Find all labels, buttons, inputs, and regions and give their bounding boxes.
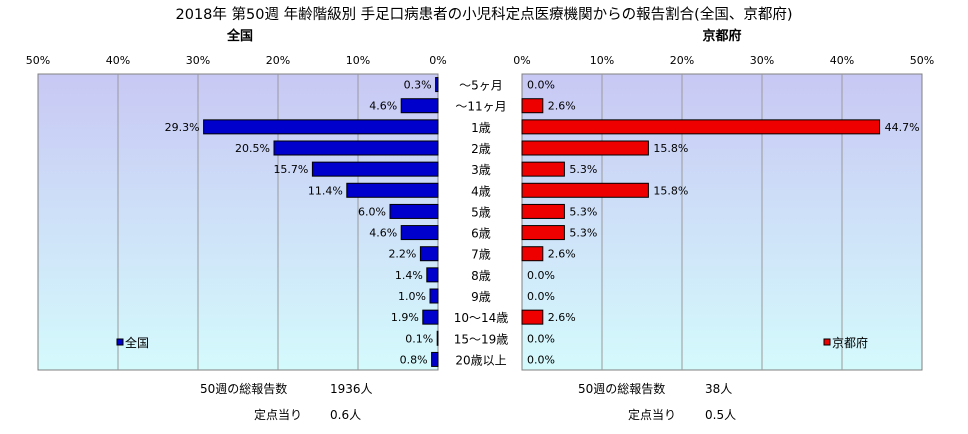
national-data-label: 4.6%	[369, 227, 397, 240]
kyoto-plot-area	[521, 73, 923, 371]
national-data-label: 1.4%	[395, 269, 423, 282]
national-data-label: 0.3%	[404, 79, 432, 92]
national-bar	[389, 203, 439, 219]
kyoto-legend-label: 京都府	[832, 335, 868, 350]
national-tick-label: 0%	[429, 54, 446, 67]
national-panel-title: 全国	[226, 28, 253, 44]
kyoto-bar	[521, 161, 565, 177]
kyoto-data-label: 5.3%	[569, 163, 597, 176]
national-bar	[436, 330, 439, 346]
kyoto-bar	[521, 203, 565, 219]
kyoto-total-label: 50週の総報告数	[578, 381, 665, 396]
category-label: 9歳	[471, 290, 491, 304]
kyoto-data-label: 2.6%	[548, 248, 576, 261]
category-label: 8歳	[471, 269, 491, 283]
national-plot-area	[37, 73, 439, 371]
kyoto-bar	[521, 225, 565, 241]
kyoto-bar	[521, 246, 544, 262]
kyoto-per-value: 0.5人	[705, 408, 736, 422]
national-bar	[422, 309, 439, 325]
kyoto-panel-title: 京都府	[702, 28, 741, 44]
national-bar	[435, 77, 439, 93]
national-bar	[400, 98, 439, 114]
national-tick-label: 30%	[186, 54, 210, 67]
kyoto-data-label: 15.8%	[653, 184, 688, 197]
national-bar	[400, 225, 439, 241]
kyoto-data-label: 0.0%	[527, 353, 555, 366]
national-bar	[203, 119, 439, 135]
kyoto-tick-label: 50%	[910, 54, 934, 67]
national-total-label: 50週の総報告数	[200, 381, 287, 396]
category-label: 15～19歳	[454, 332, 509, 346]
kyoto-data-label: 5.3%	[569, 227, 597, 240]
category-label: ～11ヶ月	[455, 100, 506, 114]
category-label: ～5ヶ月	[459, 79, 503, 93]
chart-title: 2018年 第50週 年齢階級別 手足口病患者の小児科定点医療機関からの報告割合…	[176, 5, 793, 23]
category-label: 3歳	[471, 163, 491, 177]
national-bar	[426, 267, 439, 283]
national-data-label: 4.6%	[369, 100, 397, 113]
kyoto-per-label: 定点当り	[628, 407, 676, 422]
national-data-label: 11.4%	[308, 184, 343, 197]
category-label: 6歳	[471, 227, 491, 241]
kyoto-data-label: 5.3%	[569, 205, 597, 218]
kyoto-data-label: 2.6%	[548, 100, 576, 113]
category-label: 1歳	[471, 121, 491, 135]
national-data-label: 1.0%	[398, 290, 426, 303]
national-data-label: 6.0%	[358, 205, 386, 218]
kyoto-bar	[521, 140, 649, 156]
kyoto-tick-label: 20%	[670, 54, 694, 67]
national-data-label: 2.2%	[388, 248, 416, 261]
national-data-label: 15.7%	[273, 163, 308, 176]
kyoto-bar	[521, 309, 544, 325]
category-label: 20歳以上	[455, 353, 506, 367]
national-per-label: 定点当り	[254, 407, 302, 422]
national-tick-label: 50%	[26, 54, 50, 67]
kyoto-tick-label: 30%	[750, 54, 774, 67]
national-per-value: 0.6人	[330, 408, 361, 422]
national-bar	[419, 246, 439, 262]
national-data-label: 29.3%	[165, 121, 200, 134]
category-label: 7歳	[471, 248, 491, 262]
kyoto-bar	[521, 119, 881, 135]
national-data-label: 0.1%	[405, 332, 433, 345]
kyoto-tick-label: 40%	[830, 54, 854, 67]
category-label: 4歳	[471, 184, 491, 198]
national-legend-label: 全国	[125, 335, 149, 350]
category-label: 2歳	[471, 142, 491, 156]
kyoto-data-label: 0.0%	[527, 332, 555, 345]
kyoto-tick-label: 10%	[590, 54, 614, 67]
kyoto-data-label: 0.0%	[527, 79, 555, 92]
kyoto-data-label: 44.7%	[885, 121, 920, 134]
kyoto-data-label: 2.6%	[548, 311, 576, 324]
kyoto-data-label: 15.8%	[653, 142, 688, 155]
national-bar	[311, 161, 439, 177]
category-label: 5歳	[471, 205, 491, 219]
national-data-label: 1.9%	[391, 311, 419, 324]
national-data-label: 0.8%	[400, 353, 428, 366]
kyoto-total-value: 38人	[705, 382, 732, 396]
kyoto-bar	[521, 98, 544, 114]
kyoto-legend-swatch	[823, 338, 831, 346]
national-legend-swatch	[116, 338, 124, 346]
national-tick-label: 10%	[346, 54, 370, 67]
kyoto-bar	[521, 182, 649, 198]
national-tick-label: 20%	[266, 54, 290, 67]
national-bar	[431, 351, 439, 367]
kyoto-data-label: 0.0%	[527, 290, 555, 303]
kyoto-tick-label: 0%	[513, 54, 530, 67]
national-tick-label: 40%	[106, 54, 130, 67]
category-label: 10～14歳	[454, 311, 509, 325]
kyoto-data-label: 0.0%	[527, 269, 555, 282]
national-bar	[346, 182, 439, 198]
national-total-value: 1936人	[330, 382, 373, 396]
national-bar	[429, 288, 439, 304]
national-bar	[273, 140, 439, 156]
national-data-label: 20.5%	[235, 142, 270, 155]
